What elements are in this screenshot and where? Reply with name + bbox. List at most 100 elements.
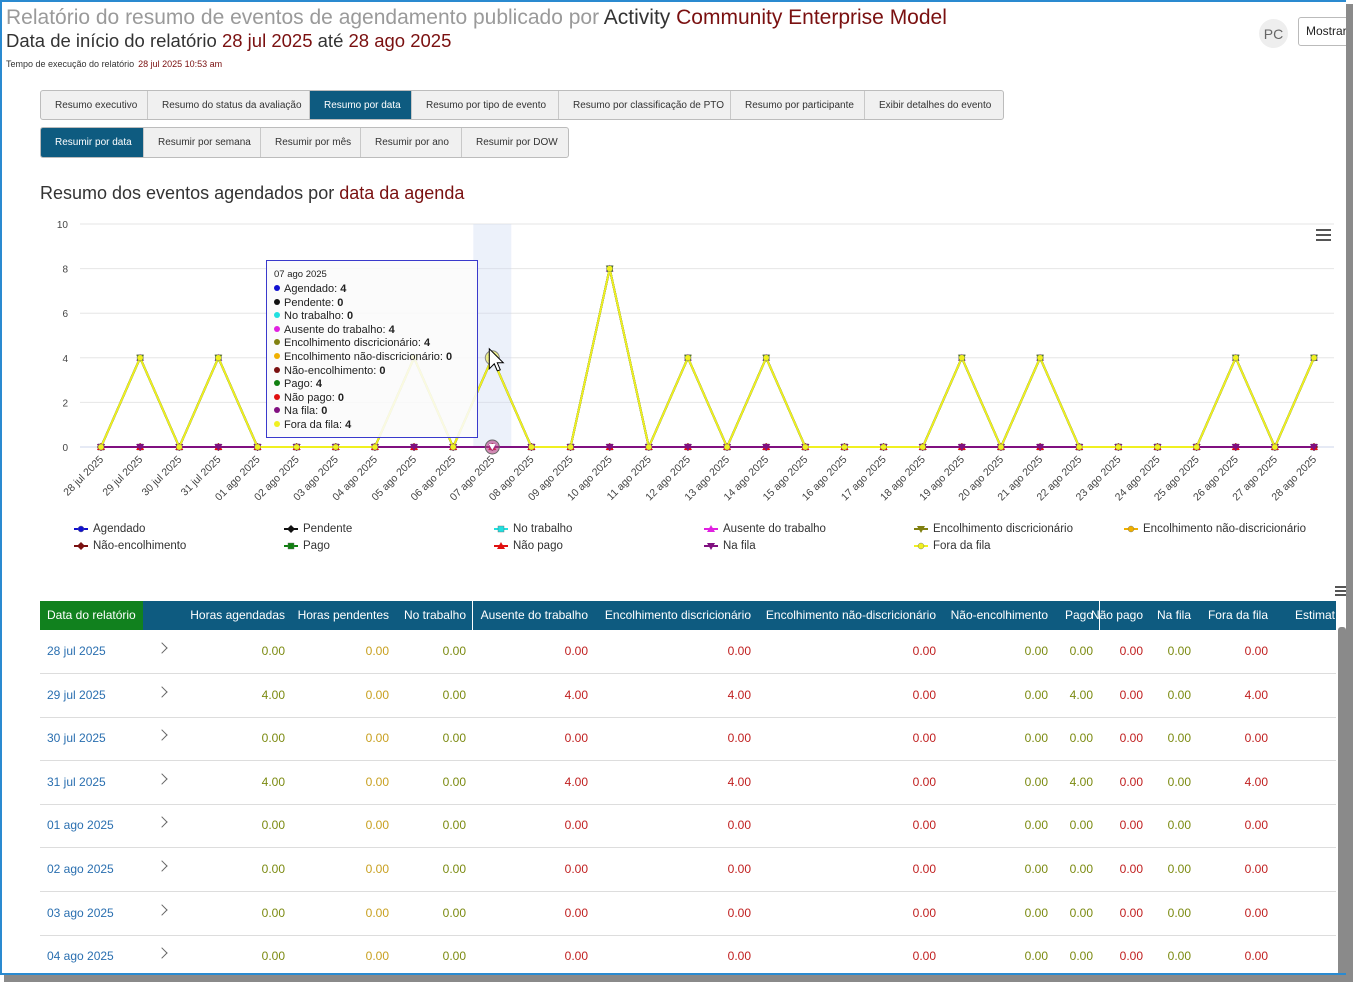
data-point	[1231, 444, 1240, 451]
table-cell: 0.00	[1244, 905, 1268, 920]
tab-resumir-por-ano[interactable]: Resumir por ano	[361, 128, 462, 157]
column-header[interactable]: No trabalho	[403, 608, 466, 622]
column-header[interactable]: Ausente do trabalho	[480, 608, 588, 622]
column-header[interactable]: Não pago	[1090, 608, 1143, 622]
legend-item-na-fila[interactable]: Na fila	[704, 540, 756, 552]
legend-item-encolhimento-discricion-rio[interactable]: Encolhimento discricionário	[914, 523, 1073, 535]
tab-resumir-por-semana[interactable]: Resumir por semana	[144, 128, 261, 157]
tab-resumo-por-classifica-o-de-pto[interactable]: Resumo por classificação de PTO	[559, 91, 731, 119]
mouse-cursor-icon	[488, 347, 505, 372]
table-cell: 0.00	[1167, 644, 1191, 658]
table-row[interactable]: 01 ago 2025 0.00 0.00 0.00 0.00 0.00 0.00 0.00 0…	[40, 804, 1336, 849]
table-cell: 0.00	[727, 818, 751, 833]
table-cell: 0.00	[1024, 774, 1048, 789]
y-tick-label: 10	[57, 220, 69, 231]
legend-item-agendado[interactable]: Agendado	[74, 523, 145, 535]
legend-item-n-o-pago[interactable]: Não pago	[494, 540, 563, 552]
expand-chevron-icon[interactable]	[156, 947, 168, 959]
chart-menu-icon[interactable]	[1316, 229, 1331, 241]
legend-item-n-o-encolhimento[interactable]: Não-encolhimento	[74, 540, 186, 552]
tab-exibir-detalhes-do-evento[interactable]: Exibir detalhes do evento	[879, 99, 992, 111]
show-button[interactable]: Mostrar	[1298, 17, 1346, 46]
table-cell: 0.00	[1244, 862, 1268, 876]
tooltip-dot-icon	[274, 339, 280, 346]
tooltip-row: Encolhimento discricionário: 4	[274, 337, 477, 351]
table-row[interactable]: 02 ago 2025 0.00 0.00 0.00 0.00 0.00 0.00 0.00 0…	[40, 848, 1336, 892]
chart-title-prefix: Resumo dos eventos agendados por	[40, 183, 335, 203]
tab-resumo-por-data[interactable]: Resumo por data	[310, 91, 412, 119]
data-point	[1310, 354, 1318, 361]
column-header-report-date[interactable]: Data do relatório	[40, 601, 143, 630]
legend-item-encolhimento-n-o-discricion-rio[interactable]: Encolhimento não-discricionário	[1124, 523, 1306, 535]
expand-chevron-icon[interactable]	[156, 685, 168, 698]
expand-chevron-icon[interactable]	[156, 903, 168, 916]
column-header[interactable]: Horas pendentes	[297, 608, 389, 622]
table-cell: 0.00	[261, 731, 285, 746]
column-header[interactable]: Encolhimento discricionário	[604, 608, 751, 622]
summary-table: Data do relatório Horas agendadas Horas pe…	[40, 601, 1336, 973]
expand-chevron-icon[interactable]	[156, 642, 168, 654]
row-date-link[interactable]: 31 jul 2025	[47, 774, 106, 789]
data-point	[254, 443, 261, 451]
table-row[interactable]: 30 jul 2025 0.00 0.00 0.00 0.00 0.00 0.00 0.00 0…	[40, 717, 1336, 762]
data-point	[723, 443, 731, 451]
row-date-link[interactable]: 01 ago 2025	[47, 818, 114, 833]
column-header[interactable]: Horas agendadas	[190, 608, 285, 622]
expand-chevron-icon[interactable]	[156, 816, 168, 829]
column-header[interactable]: Fora da fila	[1207, 608, 1268, 622]
table-cell: 0.00	[564, 644, 588, 658]
tab-resumo-executivo[interactable]: Resumo executivo	[41, 91, 148, 119]
legend-symbol-icon	[494, 542, 508, 549]
table-row[interactable]: 28 jul 2025 0.00 0.00 0.00 0.00 0.00 0.00 0.00 0…	[40, 630, 1336, 674]
tab-resumo-por-participante[interactable]: Resumo por participante	[731, 91, 865, 119]
table-row[interactable]: 31 jul 2025 4.00 0.00 0.00 4.00 4.00 0.00 0.00 4…	[40, 761, 1336, 805]
table-menu-icon[interactable]	[1335, 586, 1346, 598]
row-date-link[interactable]: 28 jul 2025	[47, 644, 106, 658]
legend-symbol-icon	[284, 542, 298, 550]
expand-chevron-icon[interactable]	[156, 773, 168, 785]
column-header[interactable]: Na fila	[1156, 608, 1191, 622]
legend-item-ausente-do-trabalho[interactable]: Ausente do trabalho	[704, 523, 826, 535]
tooltip-value: 0	[337, 296, 344, 309]
legend-item-pago[interactable]: Pago	[284, 540, 330, 552]
expand-chevron-icon[interactable]	[156, 860, 168, 872]
chart-title: Resumo dos eventos agendados por data da…	[40, 183, 464, 204]
column-header[interactable]: Encolhimento não-discricionário	[765, 608, 936, 622]
tooltip-label: Não pago:	[284, 391, 338, 404]
table-cell: 0.00	[442, 949, 466, 964]
tab-resumir-por-data[interactable]: Resumir por data	[41, 128, 144, 157]
row-date-link[interactable]: 02 ago 2025	[47, 862, 114, 876]
table-row[interactable]: 29 jul 2025 4.00 0.00 0.00 4.00 4.00 0.00 0.00 4…	[40, 674, 1336, 718]
row-date-link[interactable]: 30 jul 2025	[47, 731, 106, 746]
tooltip-label: Agendado:	[284, 283, 341, 295]
tab-resumo-do-status-da-avalia-o[interactable]: Resumo do status da avaliação	[148, 91, 310, 119]
table-cell: 0.00	[1244, 644, 1268, 658]
expand-chevron-icon[interactable]	[156, 729, 168, 741]
table-row[interactable]: 03 ago 2025 0.00 0.00 0.00 0.00 0.00 0.00 0.00 0…	[40, 892, 1336, 936]
hover-marker-glyph	[488, 444, 496, 450]
tooltip-dot-icon	[274, 407, 280, 414]
column-header[interactable]: Pago	[1064, 608, 1093, 622]
legend-symbol-icon	[284, 525, 298, 533]
table-cell: 0.00	[727, 644, 751, 658]
table-cell: 0.00	[1119, 731, 1143, 746]
avatar[interactable]: PC	[1259, 19, 1288, 48]
table-cell: 0.00	[442, 644, 466, 658]
until-word: até	[317, 30, 344, 51]
row-date-link[interactable]: 04 ago 2025	[47, 949, 114, 964]
table-row[interactable]: 04 ago 2025 0.00 0.00 0.00 0.00 0.00 0.00 0.00 0…	[40, 935, 1336, 973]
primary-tabs: Resumo executivo Resumo do status da aval…	[40, 90, 1004, 120]
tooltip-label: Na fila:	[284, 405, 322, 418]
column-header[interactable]: Estimat	[1295, 608, 1336, 622]
chart-tooltip: 07 ago 2025 Agendado: 4 Pendente: 0 No tra…	[266, 260, 478, 438]
tab-resumir-por-m-s[interactable]: Resumir por mês	[261, 128, 361, 157]
column-header[interactable]: Não-encolhimento	[950, 608, 1048, 622]
row-date-link[interactable]: 29 jul 2025	[47, 687, 106, 702]
legend-item-fora-da-fila[interactable]: Fora da fila	[914, 540, 991, 552]
tab-resumir-por-dow[interactable]: Resumir por DOW	[476, 137, 558, 148]
tab-resumo-por-tipo-de-evento[interactable]: Resumo por tipo de evento	[412, 91, 559, 119]
legend-item-no-trabalho[interactable]: No trabalho	[494, 523, 572, 535]
row-date-link[interactable]: 03 ago 2025	[47, 905, 114, 920]
legend-item-pendente[interactable]: Pendente	[284, 523, 352, 535]
table-scrollbar[interactable]	[1338, 627, 1346, 973]
